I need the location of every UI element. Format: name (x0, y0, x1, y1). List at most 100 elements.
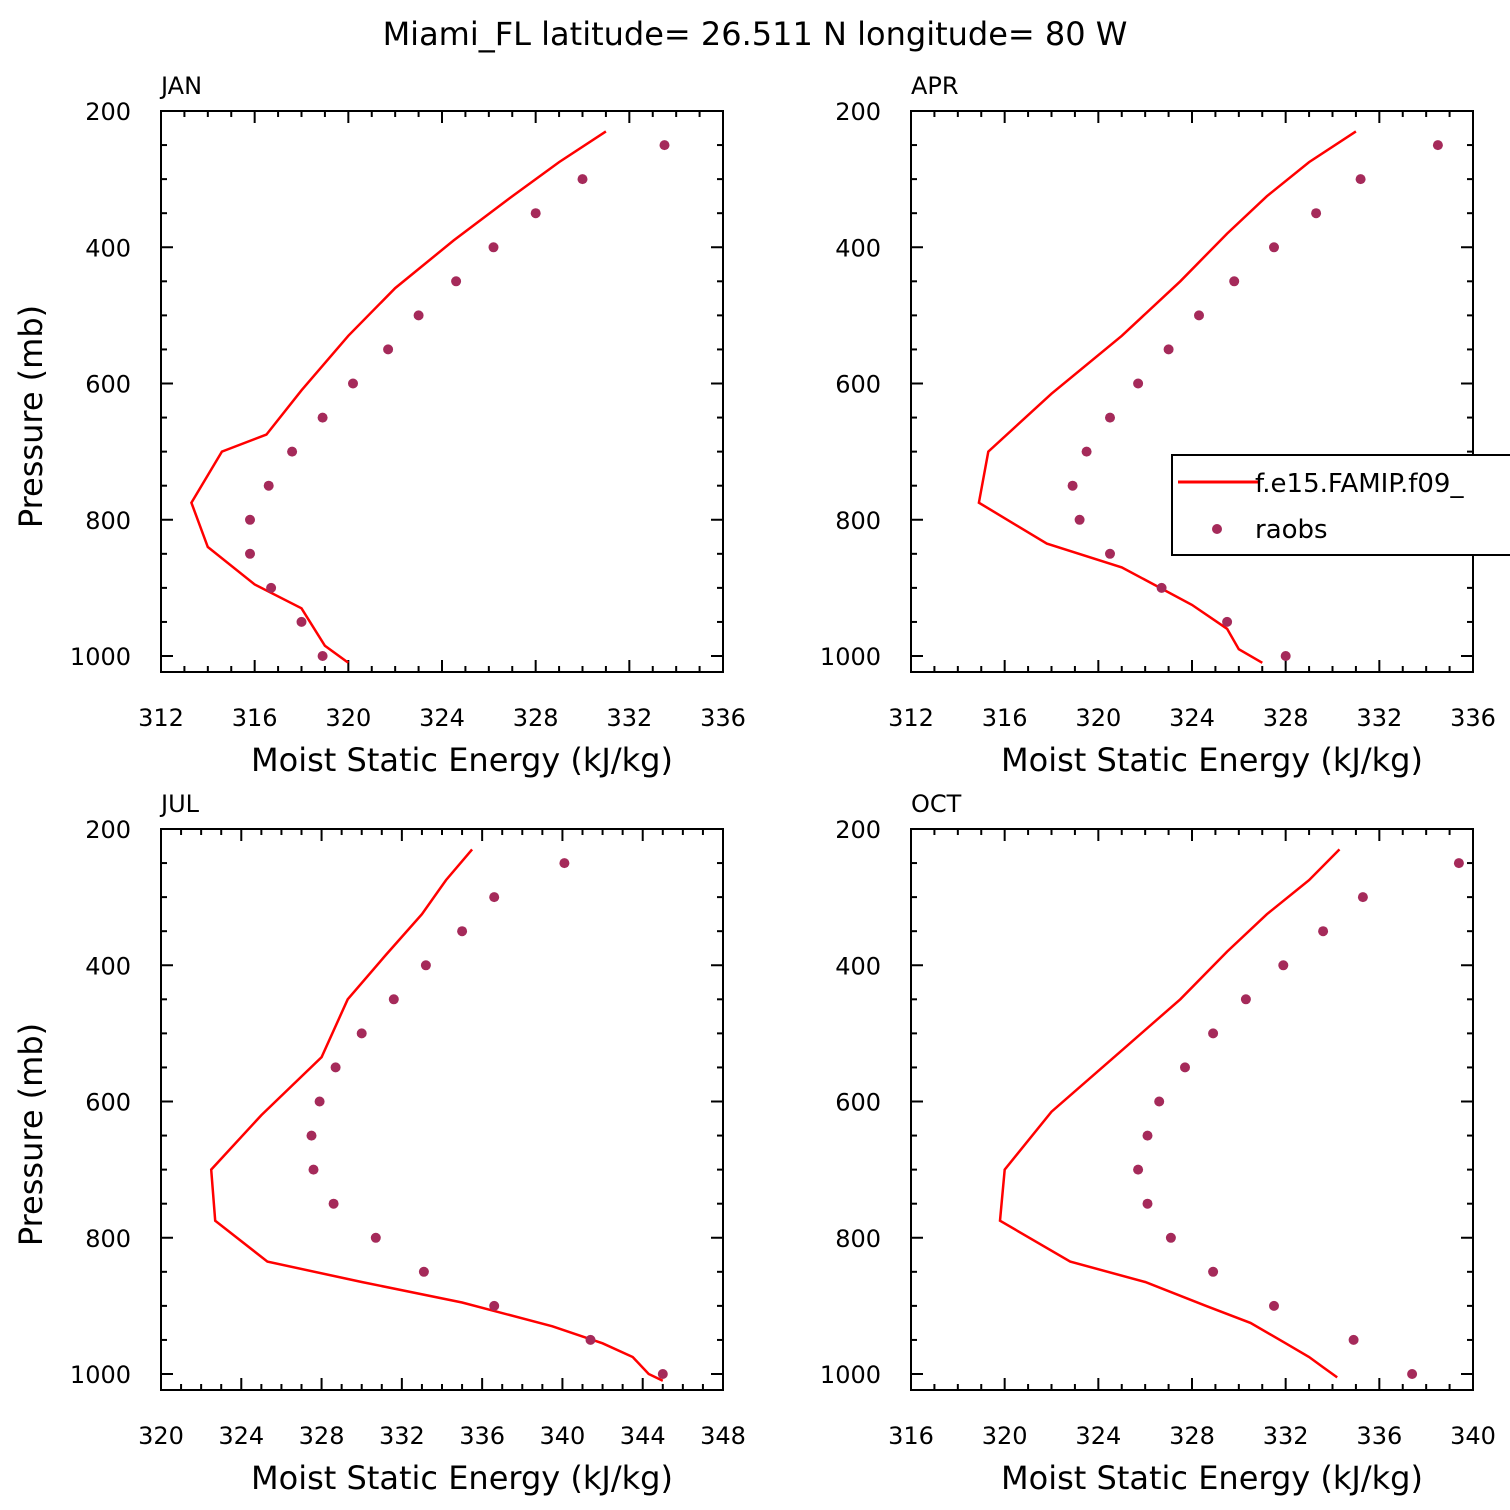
y-tick-label: 1000 (820, 1361, 881, 1389)
y-tick-label: 200 (835, 816, 881, 844)
raobs-point (1165, 1232, 1176, 1243)
raobs-point (1355, 174, 1366, 185)
x-tick-label: 312 (888, 704, 934, 732)
y-axis-label: Pressure (mb) (12, 1023, 50, 1246)
model-profile-line (190, 130, 607, 664)
raobs-point (370, 1232, 381, 1243)
x-tick-label: 320 (138, 1422, 184, 1450)
raobs-point (1280, 651, 1291, 661)
raobs-point (1163, 344, 1174, 355)
model-profile-line (998, 848, 1341, 1379)
legend-label-model: f.e15.FAMIP.f09_ (1255, 469, 1464, 499)
raobs-point (356, 1028, 367, 1039)
raobs-point (328, 1198, 339, 1209)
raobs-point (1074, 514, 1085, 525)
raobs-point (1453, 858, 1464, 869)
raobs-point (657, 1369, 668, 1379)
raobs-point (1432, 140, 1443, 151)
raobs-point (1194, 310, 1204, 321)
x-tick-label: 316 (232, 704, 278, 732)
raobs-point (1208, 1028, 1219, 1039)
y-axis-label: Pressure (mb) (12, 305, 50, 528)
model-profile-line (209, 848, 664, 1382)
y-tick-label: 600 (85, 371, 131, 399)
y-tick-label: 800 (835, 507, 881, 535)
raobs-point (317, 412, 328, 423)
raobs-point (1357, 892, 1368, 903)
raobs-point (1222, 616, 1233, 627)
raobs-point (488, 242, 499, 253)
raobs-point (457, 926, 468, 937)
x-tick-label: 324 (1075, 1422, 1121, 1450)
raobs-point (296, 616, 307, 627)
page-title: Miami_FL latitude= 26.511 N longitude= 8… (383, 15, 1128, 53)
x-axis-label: Moist Static Energy (kJ/kg) (251, 1459, 673, 1497)
x-tick-label: 336 (700, 704, 746, 732)
x-tick-label: 312 (138, 704, 184, 732)
raobs-point (1208, 1266, 1219, 1277)
raobs-point (489, 892, 500, 903)
x-tick-label: 348 (700, 1422, 746, 1450)
y-tick-label: 200 (85, 816, 131, 844)
panel-jan: 312 316 320 324 328 332 336 200 400 600 800 1000 JAN… (12, 72, 746, 779)
x-tick-label: 336 (459, 1422, 505, 1450)
x-axis-label: Moist Static Energy (kJ/kg) (251, 741, 673, 779)
raobs-point (1142, 1198, 1153, 1209)
legend-label-obs: raobs (1255, 515, 1328, 545)
panel-label: JAN (159, 72, 202, 100)
raobs-point (263, 480, 274, 491)
raobs-point (1142, 1130, 1153, 1141)
panels: 312 316 320 324 328 332 336 200 400 600 800 1000 JAN… (12, 72, 1496, 1497)
legend-dot-marker (1212, 524, 1222, 534)
y-tick-label: 1000 (70, 643, 131, 671)
x-tick-label: 324 (419, 704, 465, 732)
raobs-point (1318, 926, 1329, 937)
raobs-point (348, 378, 358, 389)
x-tick-label: 332 (379, 1422, 425, 1450)
x-tick-label: 332 (606, 704, 652, 732)
raobs-point (1105, 548, 1115, 559)
raobs-point (1311, 208, 1322, 219)
model-profile-line (977, 130, 1357, 664)
y-tick-label: 400 (85, 952, 131, 980)
x-tick-label: 316 (888, 1422, 934, 1450)
panel-oct: 316 320 324 328 332 336 340 200 400 600 800 1000 OCT… (820, 790, 1496, 1497)
raobs-point (559, 858, 570, 869)
raobs-point (1156, 582, 1167, 593)
x-tick-label: 320 (1075, 704, 1121, 732)
raobs-point (1067, 480, 1078, 491)
raobs-point (266, 582, 277, 593)
x-tick-label: 344 (620, 1422, 666, 1450)
y-tick-label: 600 (835, 1089, 881, 1117)
raobs-point (330, 1062, 341, 1073)
panel-jul: 320 324 328 332 336 340 344 348 200 400 600 800 1000… (12, 790, 746, 1497)
raobs-point (317, 651, 328, 661)
panel-label: JUL (159, 790, 200, 818)
raobs-point (1133, 1164, 1144, 1175)
raobs-point (245, 514, 255, 525)
y-tick-label: 400 (85, 234, 131, 262)
raobs-point (1269, 1300, 1279, 1311)
raobs-point (245, 548, 255, 559)
y-tick-label: 600 (85, 1089, 131, 1117)
raobs-point (383, 344, 394, 355)
x-tick-label: 332 (1263, 1422, 1309, 1450)
x-tick-label: 328 (1263, 704, 1309, 732)
x-tick-label: 324 (1169, 704, 1215, 732)
raobs-point (1105, 412, 1115, 423)
raobs-point (451, 276, 462, 287)
y-tick-label: 1000 (70, 1361, 131, 1389)
y-tick-label: 800 (85, 1225, 131, 1253)
raobs-point (1133, 378, 1144, 389)
y-tick-label: 400 (835, 234, 881, 262)
raobs-point (413, 310, 424, 321)
y-tick-label: 1000 (820, 643, 881, 671)
raobs-point (1269, 242, 1279, 253)
raobs-point (1348, 1334, 1359, 1345)
panel-label: APR (911, 72, 959, 100)
x-tick-label: 336 (1450, 704, 1496, 732)
y-tick-label: 200 (85, 98, 131, 126)
raobs-point (1278, 960, 1289, 971)
